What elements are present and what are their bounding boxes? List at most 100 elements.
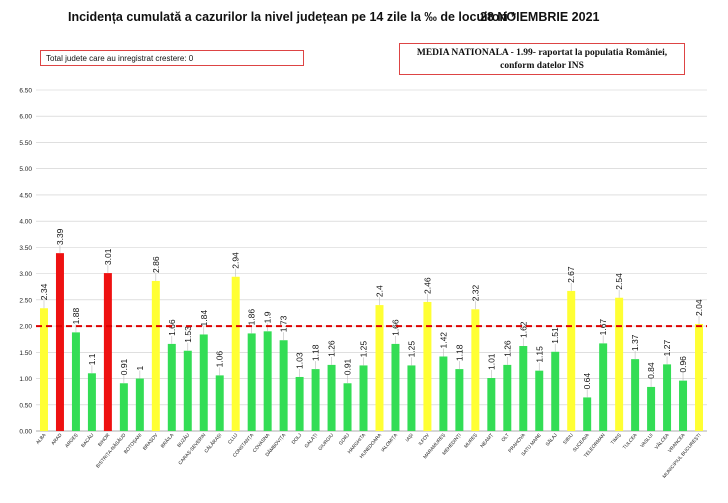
value-label: 0.64 <box>582 373 592 390</box>
category-label: BISTRIȚA-NĂSĂUD <box>94 431 127 469</box>
bar <box>455 369 464 431</box>
bar <box>439 356 448 431</box>
bar <box>407 365 416 431</box>
bar <box>295 376 304 431</box>
category-label: GIURGIU <box>317 432 335 452</box>
value-label: 1.86 <box>247 309 257 326</box>
category-label: BRAȘOV <box>142 432 160 452</box>
bar <box>375 305 384 431</box>
y-tick-label: 1.00 <box>19 376 32 383</box>
value-label: 1.18 <box>454 344 464 361</box>
national-average-box: MEDIA NATIONALA - 1.99- raportat la popu… <box>399 43 685 75</box>
value-label: 1.62 <box>518 321 528 338</box>
bar <box>519 346 528 431</box>
bar <box>71 332 80 431</box>
national-average-line2: conform datelor INS <box>500 61 584 71</box>
bar <box>151 280 160 431</box>
value-label: 1 <box>135 366 145 371</box>
value-label: 1.42 <box>438 332 448 349</box>
value-label: 1.15 <box>534 346 544 363</box>
bar <box>55 253 64 431</box>
value-label: 2.54 <box>614 273 624 290</box>
bar <box>327 364 336 431</box>
value-label: 1.51 <box>550 327 560 344</box>
category-label: MUREȘ <box>463 432 479 449</box>
bar <box>615 297 624 431</box>
value-label: 2.46 <box>422 277 432 294</box>
bar <box>647 386 656 431</box>
value-label: 1.03 <box>295 352 305 369</box>
bar <box>631 359 640 431</box>
y-tick-label: 4.00 <box>19 219 32 226</box>
bar <box>423 301 432 431</box>
value-label: 0.91 <box>343 358 353 375</box>
value-label: 1.25 <box>359 341 369 358</box>
bar <box>183 350 192 431</box>
category-label: TIMIȘ <box>610 432 623 446</box>
bar <box>679 380 688 431</box>
y-tick-label: 3.50 <box>19 245 32 252</box>
bar <box>663 364 672 431</box>
value-label: 1.66 <box>167 319 177 336</box>
category-label: OLT <box>500 432 510 443</box>
bar <box>103 273 112 431</box>
bar <box>583 397 592 431</box>
category-label: NEAMȚ <box>479 432 494 449</box>
category-label: BRĂILA <box>159 431 176 449</box>
category-label: BACĂU <box>79 431 95 449</box>
bar <box>231 276 240 431</box>
category-label: ARGEȘ <box>64 432 79 449</box>
bar <box>87 373 96 431</box>
value-label: 1.37 <box>630 334 640 351</box>
category-label: GORJ <box>338 432 352 447</box>
y-tick-label: 5.00 <box>19 166 32 173</box>
value-label: 1.53 <box>183 326 193 343</box>
y-tick-label: 0.50 <box>19 402 32 409</box>
bar <box>471 309 480 431</box>
bar <box>215 375 224 431</box>
y-tick-label: 2.00 <box>19 324 32 331</box>
bar <box>199 334 208 431</box>
category-label: IALOMIȚA <box>380 432 400 454</box>
value-label: 1.66 <box>390 319 400 336</box>
bar <box>391 343 400 431</box>
bar <box>343 383 352 431</box>
category-label: ARAD <box>50 432 64 446</box>
bar <box>263 331 272 431</box>
bar <box>535 370 544 431</box>
category-label: SIBIU <box>562 432 575 446</box>
value-label: 0.96 <box>678 356 688 373</box>
category-label: VASLUI <box>639 432 654 449</box>
value-label: 1.9 <box>263 311 273 323</box>
category-label: SĂLAJ <box>544 431 559 447</box>
value-label: 1.84 <box>199 310 209 327</box>
bar <box>503 364 512 431</box>
category-label: ILFOV <box>417 432 431 447</box>
value-label: 0.91 <box>119 358 129 375</box>
bar <box>567 290 576 431</box>
y-tick-label: 6.00 <box>19 114 32 121</box>
value-label: 0.84 <box>646 362 656 379</box>
value-label: 2.67 <box>566 266 576 283</box>
category-label: BUZĂU <box>175 431 191 448</box>
value-label: 2.34 <box>39 283 49 300</box>
bar <box>135 378 144 431</box>
value-label: 3.01 <box>103 248 113 265</box>
bar <box>551 351 560 431</box>
y-tick-label: 2.50 <box>19 297 32 304</box>
category-label: VÂLCEA <box>653 431 671 451</box>
bar <box>695 323 704 431</box>
y-tick-label: 3.00 <box>19 271 32 278</box>
bar <box>311 369 320 431</box>
national-average-line1: MEDIA NATIONALA - 1.99- raportat la popu… <box>416 48 668 58</box>
value-label: 3.39 <box>55 228 65 245</box>
value-label: 1.88 <box>71 308 81 325</box>
value-label: 1.25 <box>406 341 416 358</box>
category-label: GALAȚI <box>304 432 320 449</box>
counter-box: Total judete care au inregistrat crester… <box>40 50 304 66</box>
value-label: 1.06 <box>215 351 225 368</box>
page-title: Incidența cumulată a cazurilor la nivel … <box>68 10 517 24</box>
y-tick-label: 6.50 <box>19 88 32 95</box>
category-label: CLUJ <box>227 432 240 446</box>
